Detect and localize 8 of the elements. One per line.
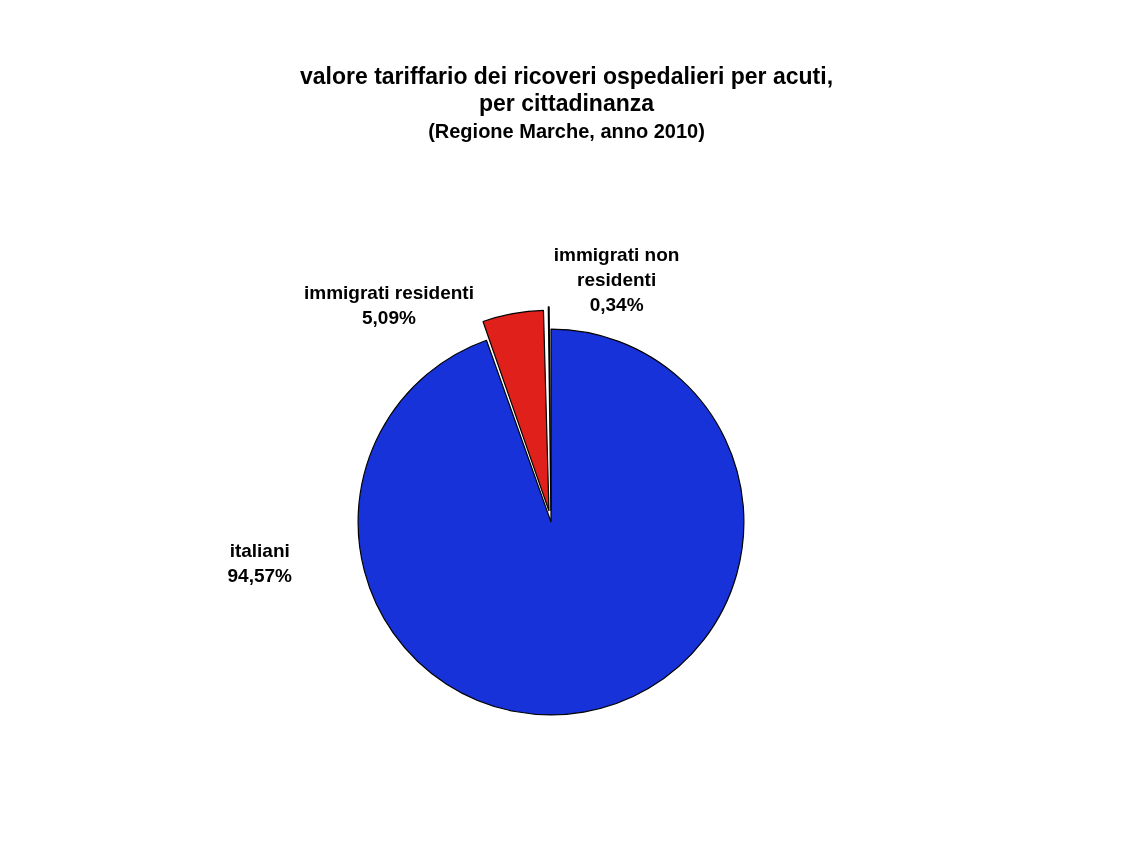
data-label: 0,34% <box>589 294 644 316</box>
slice-label: immigrati residenti <box>303 281 474 303</box>
data-label: 94,57% <box>227 565 293 587</box>
chart-title: valore tariffario dei ricoveri ospedalieri per acuti, per cittadinanza <box>299 63 834 117</box>
slice-label: immigrati non residenti <box>553 244 680 291</box>
data-label: 5,09% <box>362 306 417 328</box>
slice-label: italiani <box>229 540 290 562</box>
chart-subtitle: (Regione Marche, anno 2010) <box>428 119 705 142</box>
